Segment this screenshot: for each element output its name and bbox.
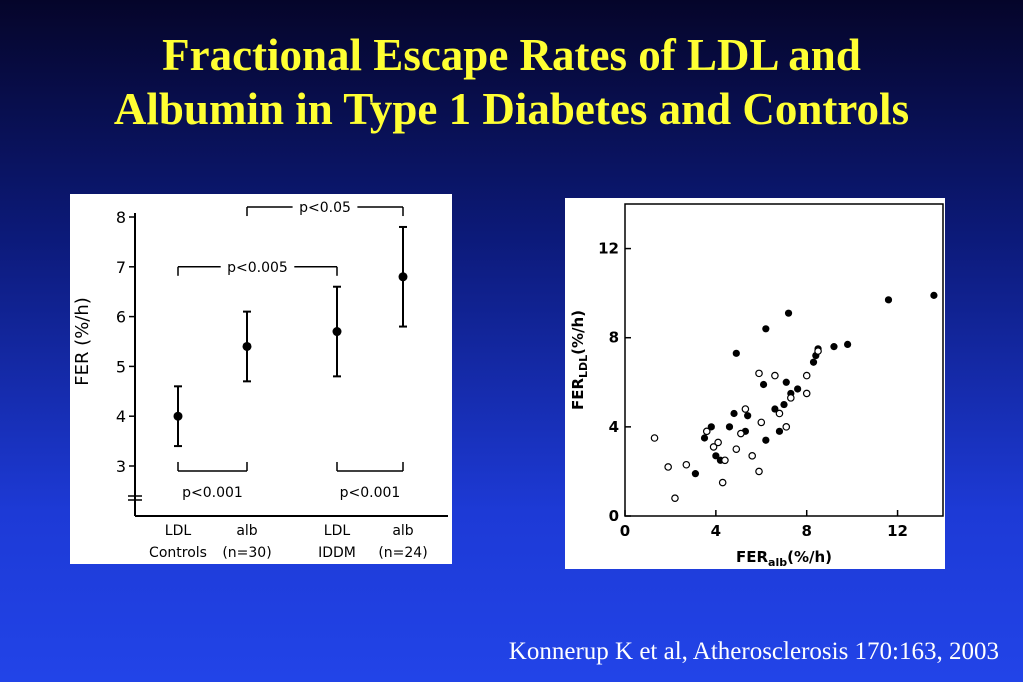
open-data-point [755,467,763,476]
significance-label: p<0.005 [227,260,288,276]
significance-label: p<0.05 [299,200,351,216]
filled-data-point [780,400,788,409]
y-tick-label: 4 [609,418,619,436]
category-label-top: LDL [324,523,351,539]
category-label-bottom: (n=24) [378,545,427,561]
y-tick-label: 12 [598,240,619,258]
open-data-point [748,452,757,460]
filled-data-point [809,358,818,366]
open-data-point [721,456,729,465]
open-data-point [718,478,727,487]
x-tick-label: 4 [711,522,721,540]
y-axis-label-unit: (%/h) [569,310,587,355]
y-tick-label: 0 [609,507,619,525]
x-tick-label: 0 [620,522,630,540]
open-data-point [714,438,722,447]
filled-data-point [712,452,720,460]
open-data-point [757,418,766,427]
filled-data-point [762,325,770,333]
open-data-point [732,445,741,453]
x-tick-label: 12 [887,522,908,540]
x-axis-label-main: FER [736,548,768,566]
filled-data-point [707,423,715,431]
y-tick-label: 8 [609,329,619,347]
filled-data-point [794,385,802,393]
open-data-point [682,460,691,469]
significance-label: p<0.001 [182,485,243,501]
open-data-point [755,369,763,378]
filled-data-point [762,436,770,444]
category-label-top: alb [236,523,257,539]
filled-data-point [784,309,793,317]
mean-marker [173,411,183,421]
category-label-top: LDL [165,523,192,539]
y-axis-label-main: FER [569,378,587,410]
error-bar-chart: 3 4 5 6 7 8 FER (%/h) LDL Controls alb (n=30) LDL ID… [72,200,448,561]
x-axis-label-sub: alb [768,556,787,569]
y-tick-label: 7 [116,258,126,277]
open-data-point [775,409,784,418]
filled-data-point [700,434,709,442]
significance-label: p<0.001 [340,485,401,501]
open-data-point [664,463,672,471]
slide-title: Fractional Escape Rates of LDL and Album… [0,28,1023,136]
y-tick-label: 6 [116,308,126,327]
mean-marker [398,272,408,282]
filled-data-point [771,405,779,413]
category-label-bottom: IDDM [318,545,356,561]
open-data-point [802,389,811,398]
filled-data-point [730,409,738,418]
open-data-point [702,427,711,436]
slide-title-line-1: Fractional Escape Rates of LDL and [162,30,861,80]
x-axis-label: FERalb(%/h) [736,548,832,569]
open-data-point [771,371,779,380]
filled-data-point [725,423,734,431]
open-data-point [814,347,822,355]
open-data-point [709,443,718,451]
open-data-point [787,394,795,402]
x-axis-label-unit: (%/h) [787,548,832,566]
open-data-point [671,494,679,502]
open-data-point [802,371,811,380]
y-axis-label: FERLDL(%/h) [569,310,590,410]
citation: Konnerup K et al, Atherosclerosis 170:16… [508,638,999,665]
open-data-point [782,423,791,431]
y-tick-label: 8 [116,208,126,227]
filled-data-point [775,427,784,435]
scatter-chart-panel: 0 4 8 12 0 4 8 12 FERalb(%/h) FERLDL(%/h) [565,198,945,569]
open-data-point [650,434,659,442]
filled-data-point [759,380,768,389]
open-data-point [741,405,750,413]
filled-data-point [782,378,790,386]
y-tick-label: 3 [116,457,126,476]
plot-frame [624,203,944,517]
slide-title-line-2: Albumin in Type 1 Diabetes and Controls [113,84,910,134]
filled-data-point [691,470,700,478]
open-data-point [737,429,745,438]
filled-data-point [744,412,752,420]
filled-data-point [830,343,838,351]
category-label-bottom: (n=30) [222,545,271,561]
category-label-bottom: Controls [149,545,207,561]
error-bar-chart-panel: 3 4 5 6 7 8 FER (%/h) LDL Controls alb (n=30) LDL ID… [70,194,452,564]
filled-data-point [844,340,852,348]
mean-marker [242,341,252,351]
y-tick-label: 4 [116,407,126,426]
y-tick-label: 5 [116,357,126,376]
y-axis-label: FER (%/h) [72,297,93,386]
filled-data-point [732,349,740,357]
category-label-top: alb [392,523,413,539]
x-tick-label: 8 [801,522,811,540]
y-axis-label-sub: LDL [577,355,590,378]
mean-marker [332,327,342,337]
filled-data-point [884,296,893,304]
filled-data-point [930,291,938,299]
